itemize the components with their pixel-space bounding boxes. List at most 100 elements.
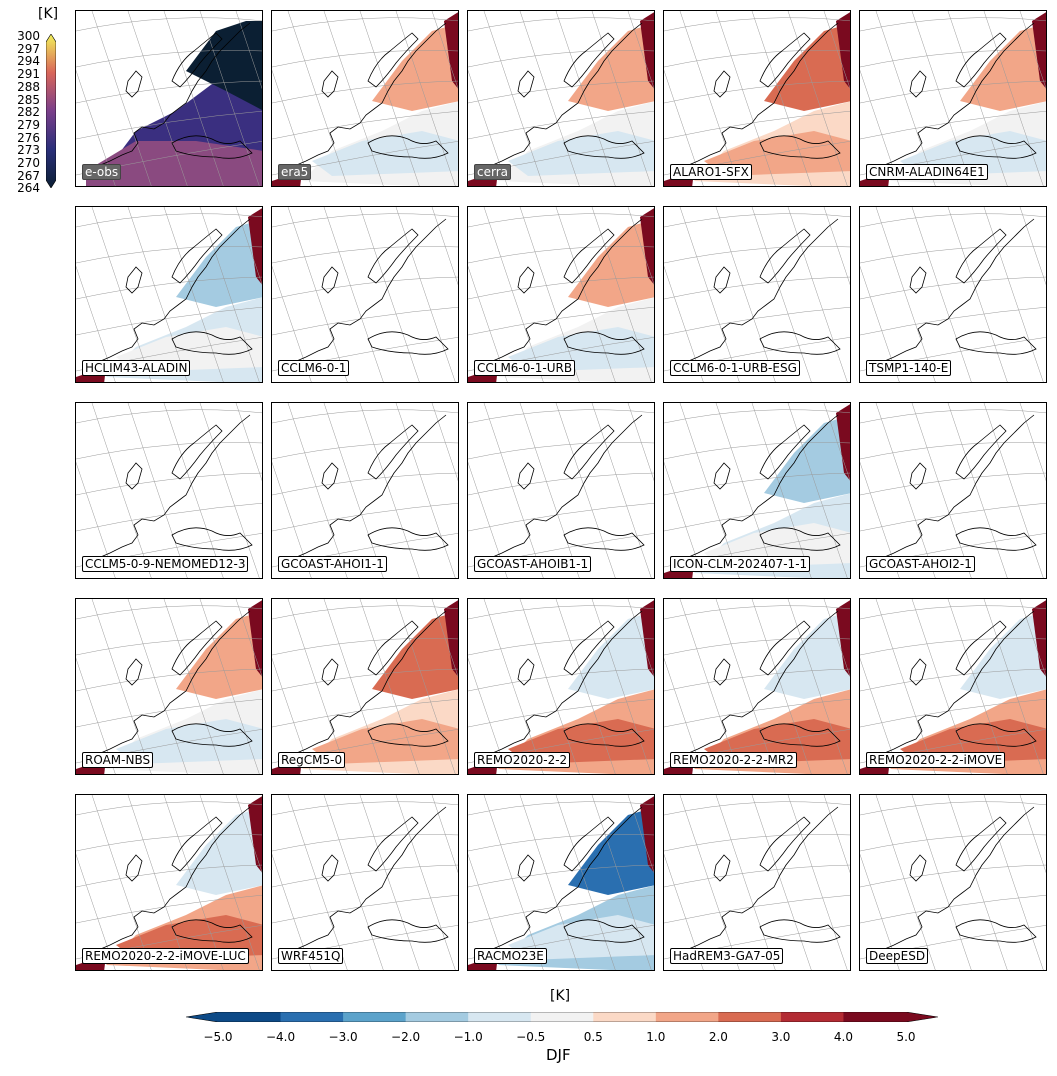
graticule [76,599,262,774]
graticule [468,403,654,578]
colorbar-tick: −1.0 [453,1030,483,1044]
colorbar-segment [593,1012,657,1022]
colorbar-tick: 2.0 [708,1030,728,1044]
graticule [468,11,654,186]
europe-map [272,599,458,774]
panel-label: RegCM5-0 [278,752,346,768]
map-panel: GCOAST-AHOI2-1 [859,402,1047,579]
europe-map [664,11,850,186]
europe-map [860,207,1046,382]
europe-map [468,11,654,186]
panel-label: REMO2020-2-2 [474,752,571,768]
field-layer [664,600,850,774]
panel-label: GCOAST-AHOI2-1 [866,556,975,572]
panel-label: CCLM6-0-1 [278,360,350,376]
coastlines [671,414,841,570]
panel-label: DeepESD [866,948,929,964]
coastlines [279,22,449,178]
colorbar-tick: −2.0 [391,1030,421,1044]
colorbar-segment [468,1012,532,1022]
colorbar-tick: −4.0 [265,1030,296,1044]
colorbar-extend-high [906,1012,938,1022]
reference-colorbar-tick: 282 [17,105,40,120]
colorbar-segment [343,1012,407,1022]
coastlines [867,218,1037,374]
europe-map [272,403,458,578]
europe-map [468,403,654,578]
map-panel: e-obs [75,10,263,187]
field-layer [468,208,654,382]
map-panel: CCLM6-0-1-URB-ESG [663,206,851,383]
map-panel: CCLM5-0-9-NEMOMED12-3 [75,402,263,579]
colorbar-segment [405,1012,469,1022]
map-panel: HadREM3-GA7-05 [663,794,851,971]
europe-map [664,207,850,382]
coastlines [475,218,645,374]
panel-label: RACMO23E [474,948,547,964]
panel-label: era5 [278,164,312,180]
coastlines [475,414,645,570]
map-panel: era5 [271,10,459,187]
coastlines [83,22,253,178]
panel-label: HadREM3-GA7-05 [670,948,784,964]
graticule [664,795,850,970]
coastlines [671,22,841,178]
reference-colorbar-tick: 297 [17,41,40,56]
graticule [76,403,262,578]
colorbar-segment [280,1012,344,1022]
europe-map [272,207,458,382]
coastlines [867,806,1037,962]
coastlines [83,806,253,962]
field-layer [76,208,262,382]
europe-map [468,207,654,382]
reference-colorbar-unit: [K] [38,6,59,22]
colorbar-unit: [K] [550,988,571,1004]
coastlines [671,218,841,374]
europe-map [76,599,262,774]
panel-label: GCOAST-AHOIB1-1 [474,556,592,572]
map-panel: ICON-CLM-202407-1-1 [663,402,851,579]
field-layer [272,600,458,774]
panel-label: GCOAST-AHOI1-1 [278,556,387,572]
field-layer [468,12,654,186]
field-layer [468,600,654,774]
map-panel: RegCM5-0 [271,598,459,775]
graticule [76,11,262,186]
field-layer [860,600,1046,774]
europe-map [76,795,262,970]
europe-map [860,795,1046,970]
graticule [272,403,458,578]
reference-colorbar-tick: 276 [17,130,40,145]
panel-label: WRF451Q [278,948,344,964]
europe-map [76,403,262,578]
reference-colorbar-tick: 264 [17,181,40,196]
reference-colorbar-tick: 288 [17,79,40,94]
map-panel: ALARO1-SFX [663,10,851,187]
reference-colorbar [46,34,56,188]
graticule [664,207,850,382]
panel-label: e-obs [82,164,122,180]
panel-label: REMO2020-2-2-MR2 [670,752,797,768]
map-panel: cerra [467,10,655,187]
europe-map [664,795,850,970]
coastlines [475,806,645,962]
graticule [860,207,1046,382]
field-layer [76,600,262,774]
map-panel: DeepESD [859,794,1047,971]
colorbar-segment [530,1012,594,1022]
season-label: DJF [546,1046,571,1064]
field-layer [468,796,654,970]
graticule [272,795,458,970]
europe-map [468,795,654,970]
field-layer [86,21,262,186]
coastlines [671,610,841,766]
field-layer [664,12,850,186]
field-layer [76,796,262,970]
panel-label: ROAM-NBS [82,752,154,768]
difference-colorbar [186,1012,938,1022]
map-panel: ROAM-NBS [75,598,263,775]
colorbar-extend-low [186,1012,218,1022]
reference-colorbar-tick: 300 [17,29,40,43]
map-panel: TSMP1-140-E [859,206,1047,383]
colorbar-tick: −0.5 [516,1030,546,1044]
